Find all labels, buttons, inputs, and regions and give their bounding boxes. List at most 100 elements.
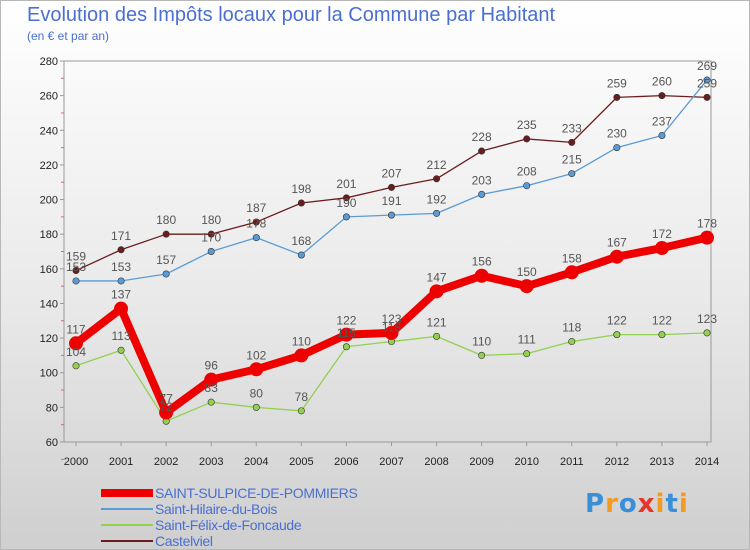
logo-letter: r	[605, 489, 619, 519]
data-point	[297, 251, 305, 259]
proxiti-logo: Proxiti	[585, 489, 689, 519]
data-point	[252, 218, 260, 226]
x-tick-label: 2014	[695, 456, 719, 468]
x-tick-label: 2002	[154, 456, 178, 468]
data-point	[433, 209, 441, 217]
data-label: 123	[381, 312, 401, 326]
data-point	[342, 343, 350, 351]
data-label: 191	[381, 194, 401, 208]
data-point	[568, 170, 576, 178]
data-point	[207, 398, 215, 406]
data-point	[433, 332, 441, 340]
y-tick-label: 80	[46, 402, 58, 414]
x-tick-label: 2010	[514, 456, 538, 468]
y-tick-label: 200	[40, 195, 58, 207]
data-label: 111	[518, 333, 537, 347]
data-label: 178	[697, 217, 717, 231]
data-point	[658, 131, 666, 139]
data-label: 171	[111, 229, 131, 243]
data-label: 153	[66, 260, 86, 274]
data-label: 104	[66, 345, 86, 359]
data-label: 203	[472, 173, 492, 187]
chart-subtitle: (en € et par an)	[27, 29, 110, 43]
data-label: 237	[652, 114, 672, 128]
data-label: 122	[336, 314, 356, 328]
data-label: 208	[517, 165, 537, 179]
logo-letter: t	[665, 489, 679, 519]
x-tick-label: 2004	[244, 456, 268, 468]
data-point	[294, 348, 309, 363]
data-labels: 159 171 180 180 187 198 201 207 212 228 235 233 259 2…	[66, 59, 717, 414]
data-point	[703, 93, 711, 101]
data-point	[658, 92, 666, 100]
data-label: 117	[66, 322, 85, 336]
y-tick-label: 180	[40, 229, 58, 241]
data-point	[613, 93, 621, 101]
data-point	[342, 213, 350, 221]
legend-label: Saint-Félix-de-Foncaude	[155, 517, 302, 533]
data-point	[433, 175, 441, 183]
data-label: 156	[472, 255, 492, 269]
data-point	[117, 346, 125, 354]
legend-swatch	[101, 524, 153, 526]
data-label: 269	[697, 59, 717, 73]
data-point	[387, 211, 395, 219]
data-label: 192	[427, 192, 447, 206]
x-tick-label: 2013	[650, 456, 674, 468]
data-point	[342, 194, 350, 202]
y-tick-label: 240	[40, 125, 58, 137]
data-point	[117, 246, 125, 254]
data-point	[297, 407, 305, 415]
data-label: 123	[697, 312, 717, 326]
y-tick-label: 220	[40, 160, 58, 172]
x-tick-label: 2005	[289, 456, 313, 468]
data-label: 80	[250, 386, 264, 400]
data-label: 150	[517, 265, 537, 279]
y-tick-label: 160	[40, 264, 58, 276]
legend-label: Castelviel	[155, 533, 213, 549]
data-point	[654, 241, 669, 256]
data-point	[613, 144, 621, 152]
y-tick-label: 140	[40, 298, 58, 310]
legend-swatch	[101, 540, 153, 542]
data-point	[204, 372, 219, 387]
data-label: 180	[201, 213, 221, 227]
data-point	[658, 331, 666, 339]
data-point	[162, 230, 170, 238]
data-label: 118	[562, 321, 581, 335]
data-point	[384, 325, 399, 340]
data-point	[339, 327, 354, 342]
data-label: 198	[291, 182, 311, 196]
chart-title: Evolution des Impôts locaux pour la Comm…	[27, 4, 556, 26]
data-point	[162, 270, 170, 278]
data-label: 259	[607, 76, 627, 90]
data-point	[478, 351, 486, 359]
data-label: 167	[607, 236, 627, 250]
data-label: 201	[336, 177, 356, 191]
legend-swatch	[101, 508, 153, 510]
data-label: 230	[607, 127, 627, 141]
data-label: 77	[159, 392, 173, 406]
data-label: 113	[112, 329, 131, 343]
data-point	[117, 277, 125, 285]
data-label: 157	[156, 253, 176, 267]
data-label: 212	[427, 158, 447, 172]
y-axis-ticks: 60 80 100 120 140 160 180 200 220 240 260 280	[40, 56, 64, 460]
data-point	[523, 135, 531, 143]
data-point	[159, 405, 174, 420]
y-tick-label: 260	[40, 91, 58, 103]
data-label: 180	[156, 213, 176, 227]
data-point	[72, 362, 80, 370]
legend-label: Saint-Hilaire-du-Bois	[155, 501, 278, 517]
x-tick-label: 2008	[424, 456, 448, 468]
data-point	[568, 138, 576, 146]
data-point	[568, 338, 576, 346]
data-label: 78	[295, 390, 309, 404]
data-point	[474, 268, 489, 283]
x-tick-label: 2003	[199, 456, 223, 468]
data-label: 147	[427, 270, 447, 284]
data-label: 259	[697, 76, 717, 90]
data-label: 190	[336, 196, 356, 210]
